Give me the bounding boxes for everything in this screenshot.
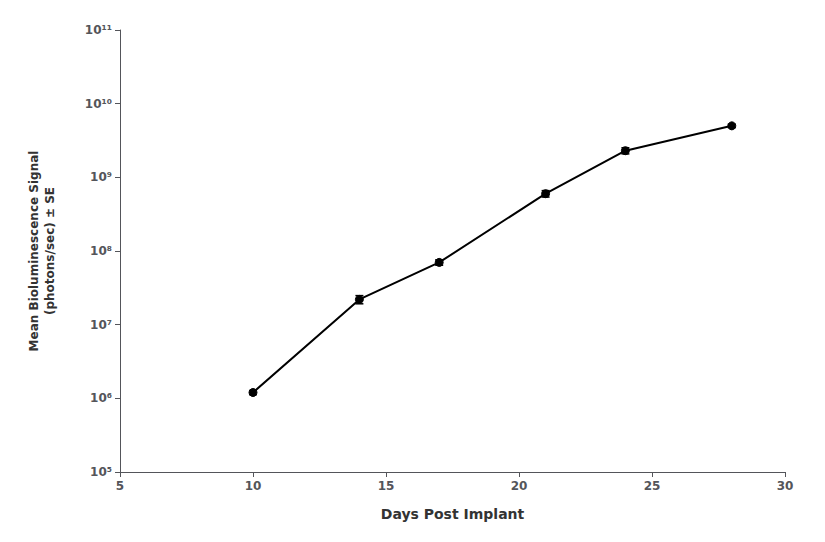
svg-text:25: 25: [644, 479, 661, 493]
svg-text:Days Post Implant: Days Post Implant: [381, 506, 525, 522]
svg-text:5: 5: [116, 479, 124, 493]
svg-text:10⁶: 10⁶: [90, 391, 112, 405]
svg-text:10⁸: 10⁸: [90, 244, 112, 258]
svg-text:10¹¹: 10¹¹: [85, 23, 112, 37]
svg-text:Mean Bioluminescence Signal: Mean Bioluminescence Signal: [27, 151, 41, 352]
svg-text:15: 15: [378, 479, 395, 493]
svg-text:10: 10: [245, 479, 262, 493]
svg-text:10⁹: 10⁹: [90, 170, 112, 184]
svg-text:(photons/sec) ± SE: (photons/sec) ± SE: [43, 187, 57, 315]
svg-text:30: 30: [777, 479, 794, 493]
svg-text:10⁵: 10⁵: [90, 465, 112, 479]
svg-text:10⁷: 10⁷: [90, 318, 112, 332]
svg-text:20: 20: [511, 479, 528, 493]
svg-text:10¹⁰: 10¹⁰: [85, 97, 112, 111]
